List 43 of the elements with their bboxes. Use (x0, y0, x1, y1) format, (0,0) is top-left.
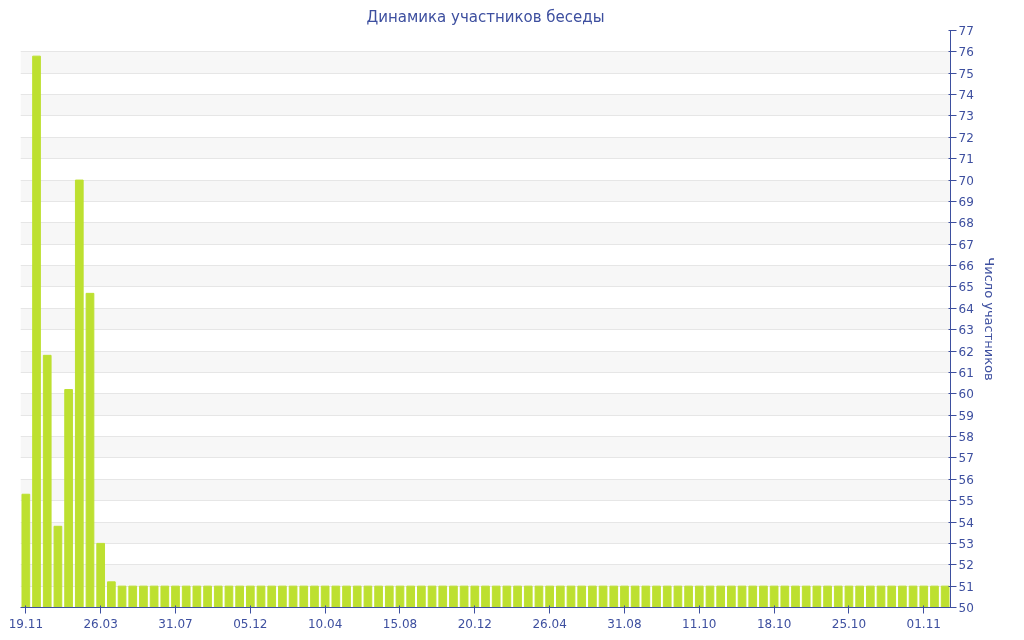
y-tick-label: 53 (958, 536, 974, 551)
y-tick-label: 63 (958, 323, 974, 338)
y-tick-label: 61 (958, 365, 974, 380)
y-tick-label: 50 (958, 601, 974, 615)
y-tick-label: 59 (958, 408, 974, 423)
x-tick-label: 19.11 (8, 616, 44, 631)
y-tick-label: 74 (958, 88, 974, 103)
x-tick-label: 01.11 (906, 616, 941, 631)
x-tick-label: 18.10 (756, 616, 792, 631)
y-tick-label: 51 (958, 579, 974, 594)
x-tick-label: 25.10 (831, 616, 867, 631)
y-tick-label: 66 (958, 259, 974, 274)
x-tick-label: 31.08 (607, 616, 642, 631)
y-tick-label: 58 (958, 430, 974, 445)
y-tick-label: 75 (958, 66, 974, 81)
y-tick-label: 77 (958, 24, 974, 38)
y-tick-label: 73 (958, 109, 974, 124)
x-tick-label: 26.04 (532, 616, 567, 631)
y-tick-label: 71 (958, 152, 974, 167)
y-tick-label: 76 (958, 45, 974, 60)
y-tick-label: 57 (958, 451, 974, 466)
y-tick-label: 54 (958, 515, 974, 530)
y-tick-label: 67 (958, 237, 974, 252)
y-tick-label: 64 (958, 301, 974, 316)
y-tick-label: 56 (958, 472, 974, 487)
y-tick-label: 68 (958, 216, 974, 231)
x-tick-label: 31.07 (158, 616, 193, 631)
y-tick-label: 70 (958, 173, 974, 188)
y-tick-label: 65 (958, 280, 974, 295)
y-tick-label: 69 (958, 194, 974, 209)
y-tick-label: 55 (958, 494, 974, 509)
x-tick-label: 05.12 (233, 616, 268, 631)
x-tick-label: 10.04 (307, 616, 343, 631)
x-tick-label: 26.03 (83, 616, 118, 631)
y-tick-label: 72 (958, 130, 974, 145)
chart-title: Динамика участников беседы (366, 7, 605, 26)
x-tick-label: 20.12 (457, 616, 492, 631)
y-tick-label: 60 (958, 387, 974, 402)
y-axis-title: Число участников (981, 257, 997, 381)
x-tick-label: 15.08 (382, 616, 418, 631)
x-tick-label: 11.10 (682, 616, 717, 631)
y-tick-label: 62 (958, 344, 974, 359)
y-tick-label: 52 (958, 558, 974, 573)
